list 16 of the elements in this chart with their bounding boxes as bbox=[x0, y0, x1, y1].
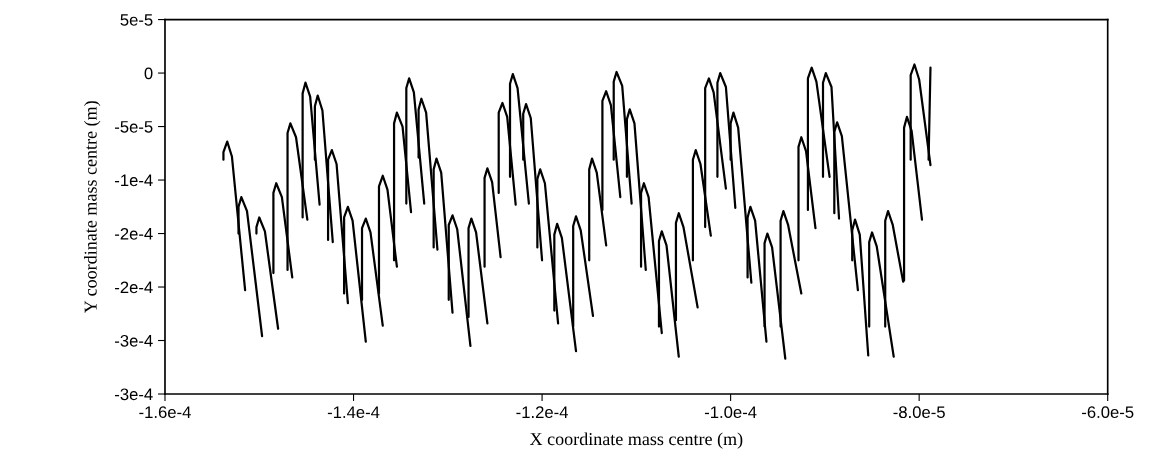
y-tick-label: -2e-4 bbox=[115, 281, 153, 294]
x-tick-label: -1.6e-4 bbox=[139, 406, 191, 419]
y-axis-title: Y coordinate mass centre (m) bbox=[84, 101, 101, 314]
x-tick-label: -6.0e-5 bbox=[1082, 406, 1134, 419]
x-axis-title: X coordinate mass centre (m) bbox=[529, 432, 743, 449]
x-tick-label: -1.0e-4 bbox=[704, 406, 757, 419]
y-tick-label: 0 bbox=[144, 67, 153, 80]
x-tick-label: -8.0e-5 bbox=[893, 406, 945, 419]
y-tick-label: -2e-4 bbox=[115, 227, 153, 240]
x-tick-label: -1.2e-4 bbox=[516, 406, 568, 419]
y-tick-label: -1e-4 bbox=[115, 174, 153, 187]
y-tick-label: -3e-4 bbox=[115, 388, 153, 401]
x-tick-label: -1.4e-4 bbox=[327, 406, 380, 419]
y-tick-label: -3e-4 bbox=[115, 334, 153, 347]
y-tick-label: -5e-5 bbox=[115, 121, 153, 133]
y-tick-label: 5e-5 bbox=[120, 14, 153, 26]
